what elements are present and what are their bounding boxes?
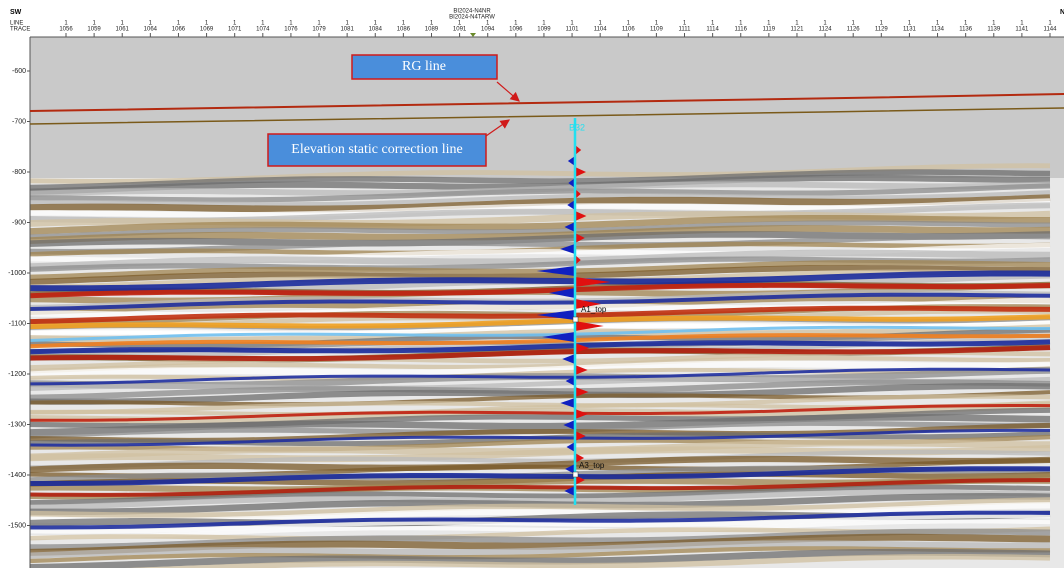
- trace-number: 1134: [931, 27, 945, 33]
- trace-number: 1099: [537, 27, 551, 33]
- trace-number: 1116: [735, 27, 748, 33]
- trace-number: 1066: [172, 27, 186, 33]
- trace-number: 1081: [340, 27, 354, 33]
- trace-number: 1139: [987, 27, 1001, 33]
- trace-number: 1106: [622, 27, 636, 33]
- trace-number: 1144: [1044, 27, 1058, 33]
- trace-number: 1109: [650, 27, 664, 33]
- trace-number: 1091: [453, 27, 467, 33]
- trace-number: 1104: [594, 27, 608, 33]
- trace-number: 1141: [1015, 27, 1029, 33]
- trace-number: 1131: [903, 27, 917, 33]
- seismic-image: [30, 166, 1064, 572]
- trace-number: 1119: [763, 27, 776, 33]
- trace-label: TRACE: [10, 27, 30, 33]
- depth-label: -1000: [8, 270, 26, 277]
- direction-label: SW: [10, 9, 22, 16]
- trace-number: 1111: [679, 27, 692, 33]
- trace-number: 1086: [397, 27, 411, 33]
- depth-label: -1400: [8, 472, 26, 479]
- depth-label: -1300: [8, 421, 26, 428]
- horizon-label: A3_top: [579, 461, 605, 470]
- trace-number: 1094: [481, 27, 495, 33]
- well-name: B32: [569, 122, 585, 132]
- depth-label: -700: [12, 118, 26, 125]
- trace-number: 1114: [706, 27, 719, 33]
- trace-number: 1124: [819, 27, 833, 33]
- trace-number: 1076: [284, 27, 298, 33]
- trace-number: 1084: [369, 27, 383, 33]
- horizon-marker: [573, 472, 578, 477]
- trace-number: 1061: [116, 27, 130, 33]
- depth-label: -900: [12, 219, 26, 226]
- trace-number: 1126: [847, 27, 861, 33]
- trace-number: 1056: [59, 27, 73, 33]
- depth-label: -1200: [8, 371, 26, 378]
- trace-number: 1079: [312, 27, 326, 33]
- depth-label: -1500: [8, 522, 26, 529]
- trace-number: 1059: [87, 27, 101, 33]
- trace-number: 1064: [144, 27, 158, 33]
- trace-number: 1069: [200, 27, 214, 33]
- trace-number: 1074: [256, 27, 270, 33]
- depth-label: -600: [12, 68, 26, 75]
- horizon-label: A1_top: [581, 305, 607, 314]
- horizon-marker: [573, 317, 578, 322]
- trace-number: 1129: [875, 27, 889, 33]
- trace-number: 1101: [566, 27, 580, 33]
- right-edge-label: N: [1060, 9, 1064, 16]
- annotation-text: Elevation static correction line: [291, 142, 462, 157]
- depth-label: -1100: [9, 320, 26, 327]
- trace-number: 1089: [425, 27, 439, 33]
- seismic-view: SW LINE TRACE BI2024-N4NR BI2024-N4TARW …: [0, 0, 1064, 572]
- trace-number: 1071: [228, 27, 242, 33]
- trace-number: 1096: [509, 27, 523, 33]
- trace-number: 1136: [959, 27, 973, 33]
- annotation-text: RG line: [402, 59, 446, 74]
- depth-label: -800: [12, 169, 26, 176]
- trace-number: 1121: [791, 27, 805, 33]
